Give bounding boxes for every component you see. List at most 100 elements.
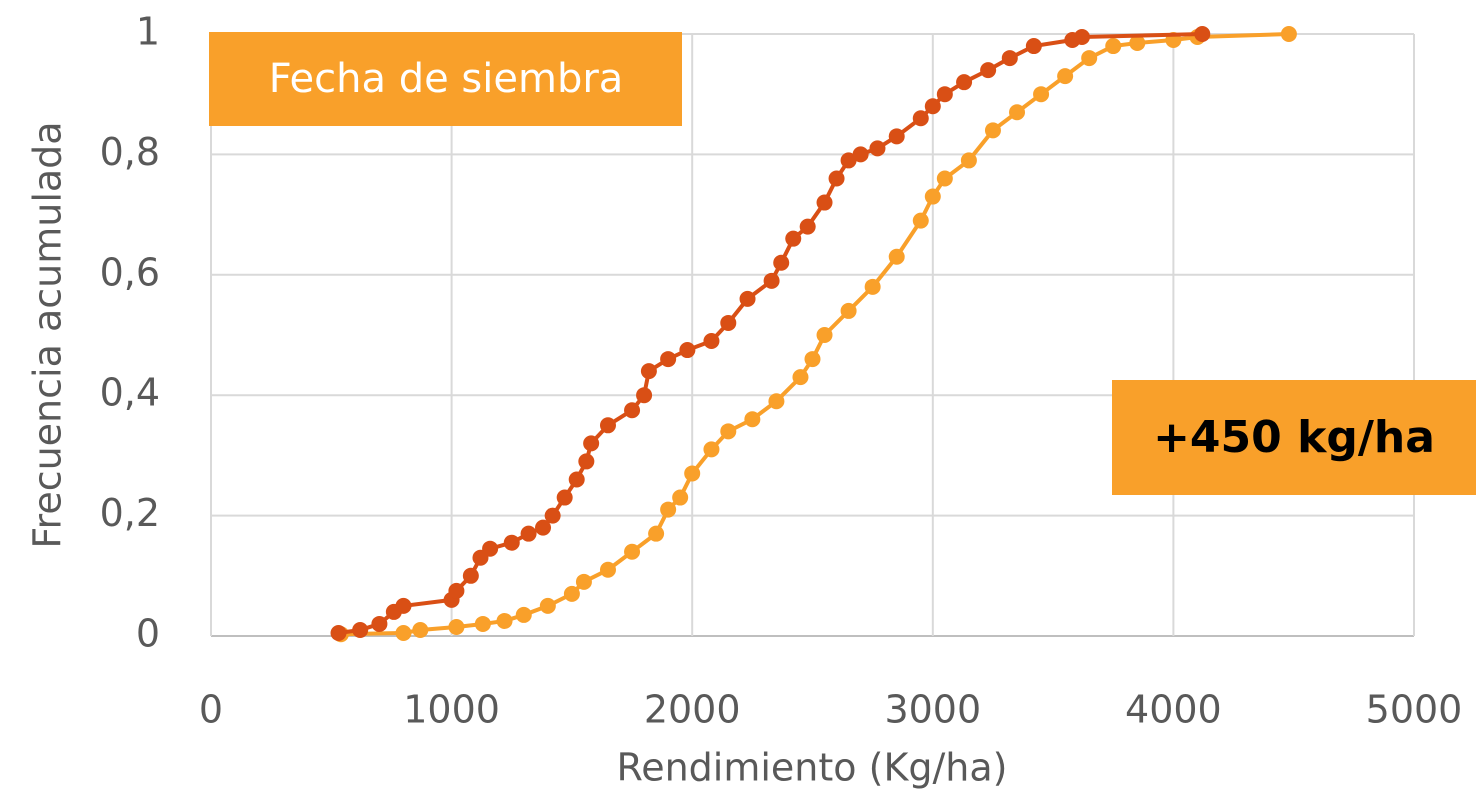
- y-axis-title: Frecuencia acumulada: [26, 121, 70, 548]
- point: [556, 489, 573, 506]
- point: [660, 351, 677, 368]
- point: [599, 561, 616, 578]
- point: [1009, 104, 1026, 121]
- point: [544, 507, 561, 524]
- point: [912, 212, 929, 229]
- point: [539, 597, 556, 614]
- point: [371, 615, 388, 632]
- point: [1025, 38, 1042, 55]
- point: [575, 573, 592, 590]
- point: [744, 411, 761, 428]
- y-tick-label: 0,6: [100, 250, 160, 294]
- point: [474, 615, 491, 632]
- point: [792, 369, 809, 386]
- point: [1280, 26, 1297, 42]
- point: [763, 272, 780, 289]
- annotation-box: [1112, 380, 1476, 495]
- point: [924, 98, 941, 115]
- point: [583, 435, 600, 452]
- point: [462, 567, 479, 584]
- point: [496, 612, 513, 629]
- point: [936, 86, 953, 103]
- x-tick-label: 2000: [644, 688, 741, 732]
- x-tick-label: 0: [199, 688, 223, 732]
- point: [828, 170, 845, 187]
- y-tick-label: 0,2: [100, 491, 160, 535]
- point: [1057, 68, 1074, 85]
- point: [840, 302, 857, 319]
- point: [888, 248, 905, 265]
- point: [636, 387, 653, 404]
- annotation-box: [209, 32, 682, 126]
- point: [648, 525, 665, 542]
- point: [330, 624, 347, 641]
- point: [869, 140, 886, 157]
- point: [679, 342, 696, 359]
- point: [816, 194, 833, 211]
- point: [888, 128, 905, 145]
- point: [563, 585, 580, 602]
- point: [1105, 38, 1122, 55]
- point: [412, 621, 429, 638]
- point: [785, 230, 802, 247]
- point: [703, 441, 720, 458]
- y-tick-label: 1: [136, 10, 160, 54]
- point: [624, 543, 641, 560]
- point: [568, 471, 585, 488]
- point: [520, 525, 537, 542]
- y-tick-label: 0,8: [100, 130, 160, 174]
- point: [672, 489, 689, 506]
- point: [768, 393, 785, 410]
- point: [956, 74, 973, 91]
- point: [864, 278, 881, 295]
- point: [640, 363, 657, 380]
- point: [352, 621, 369, 638]
- point: [448, 582, 465, 599]
- point: [960, 152, 977, 169]
- point: [720, 314, 737, 331]
- annotation: Fecha de siembra: [269, 56, 624, 102]
- point: [936, 170, 953, 187]
- point: [816, 327, 833, 343]
- point: [804, 351, 821, 368]
- point: [980, 62, 997, 79]
- point: [1033, 86, 1050, 103]
- point: [395, 597, 412, 614]
- point: [1129, 35, 1146, 52]
- point: [624, 402, 641, 419]
- point: [1001, 50, 1018, 67]
- point: [503, 534, 520, 551]
- point: [773, 254, 790, 271]
- point: [912, 110, 929, 127]
- x-axis-title: Rendimiento (Kg/ha): [617, 746, 1008, 790]
- point: [720, 423, 737, 440]
- point: [395, 624, 412, 641]
- point: [924, 188, 941, 205]
- point: [599, 417, 616, 434]
- annotation: +450 kg/ha: [1153, 412, 1435, 463]
- point: [660, 501, 677, 518]
- x-tick-label: 1000: [403, 688, 500, 732]
- point: [1073, 29, 1090, 46]
- x-tick-label: 5000: [1366, 688, 1463, 732]
- point: [852, 146, 869, 163]
- point: [739, 290, 756, 307]
- x-tick-label: 3000: [884, 688, 981, 732]
- point: [515, 606, 532, 623]
- y-tick-label: 0,4: [100, 371, 160, 415]
- point: [703, 333, 720, 350]
- point: [984, 122, 1001, 139]
- y-tick-label: 0: [136, 612, 160, 656]
- point: [840, 152, 857, 169]
- point: [1081, 50, 1098, 67]
- point: [684, 465, 701, 482]
- series-line: [340, 32, 1289, 637]
- x-tick-label: 4000: [1125, 688, 1222, 732]
- point: [1194, 26, 1211, 42]
- point: [482, 540, 499, 557]
- point: [535, 519, 552, 536]
- point: [448, 618, 465, 635]
- point: [578, 453, 595, 470]
